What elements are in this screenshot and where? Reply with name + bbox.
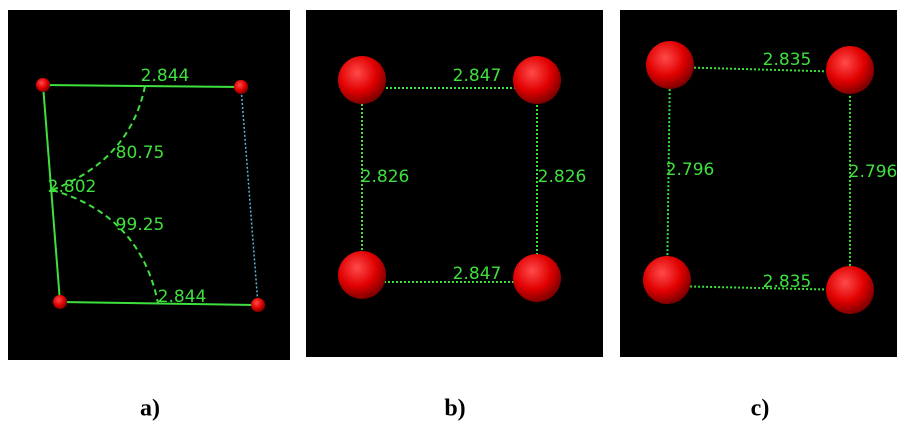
panel-caption: a) bbox=[140, 396, 160, 422]
panel-caption: c) bbox=[751, 396, 770, 422]
measurement: 2.826 bbox=[538, 167, 587, 187]
measurement: 2.796 bbox=[666, 160, 715, 180]
measurement: 2.847 bbox=[453, 264, 502, 284]
measurement: 2.802 bbox=[48, 177, 97, 197]
measurement: 2.796 bbox=[849, 162, 898, 182]
panel-caption: b) bbox=[444, 396, 465, 422]
measurement: 2.826 bbox=[361, 167, 410, 187]
measurement: 2.844 bbox=[141, 66, 190, 86]
measurement: 99.25 bbox=[116, 215, 165, 235]
measurement: 2.835 bbox=[763, 50, 812, 70]
panel-c: 2.835 2.796 2.796 2.835 bbox=[620, 10, 897, 357]
panel-a: 2.844 80.75 2.802 99.25 2.844 bbox=[8, 10, 290, 360]
measurement: 2.835 bbox=[763, 272, 812, 292]
measurement: 80.75 bbox=[116, 143, 165, 163]
measurement: 2.844 bbox=[158, 287, 207, 307]
measurement: 2.847 bbox=[453, 66, 502, 86]
figure: 2.844 80.75 2.802 99.25 2.844 2.847 2.82… bbox=[0, 0, 905, 425]
panel-b: 2.847 2.826 2.826 2.847 bbox=[306, 10, 603, 357]
